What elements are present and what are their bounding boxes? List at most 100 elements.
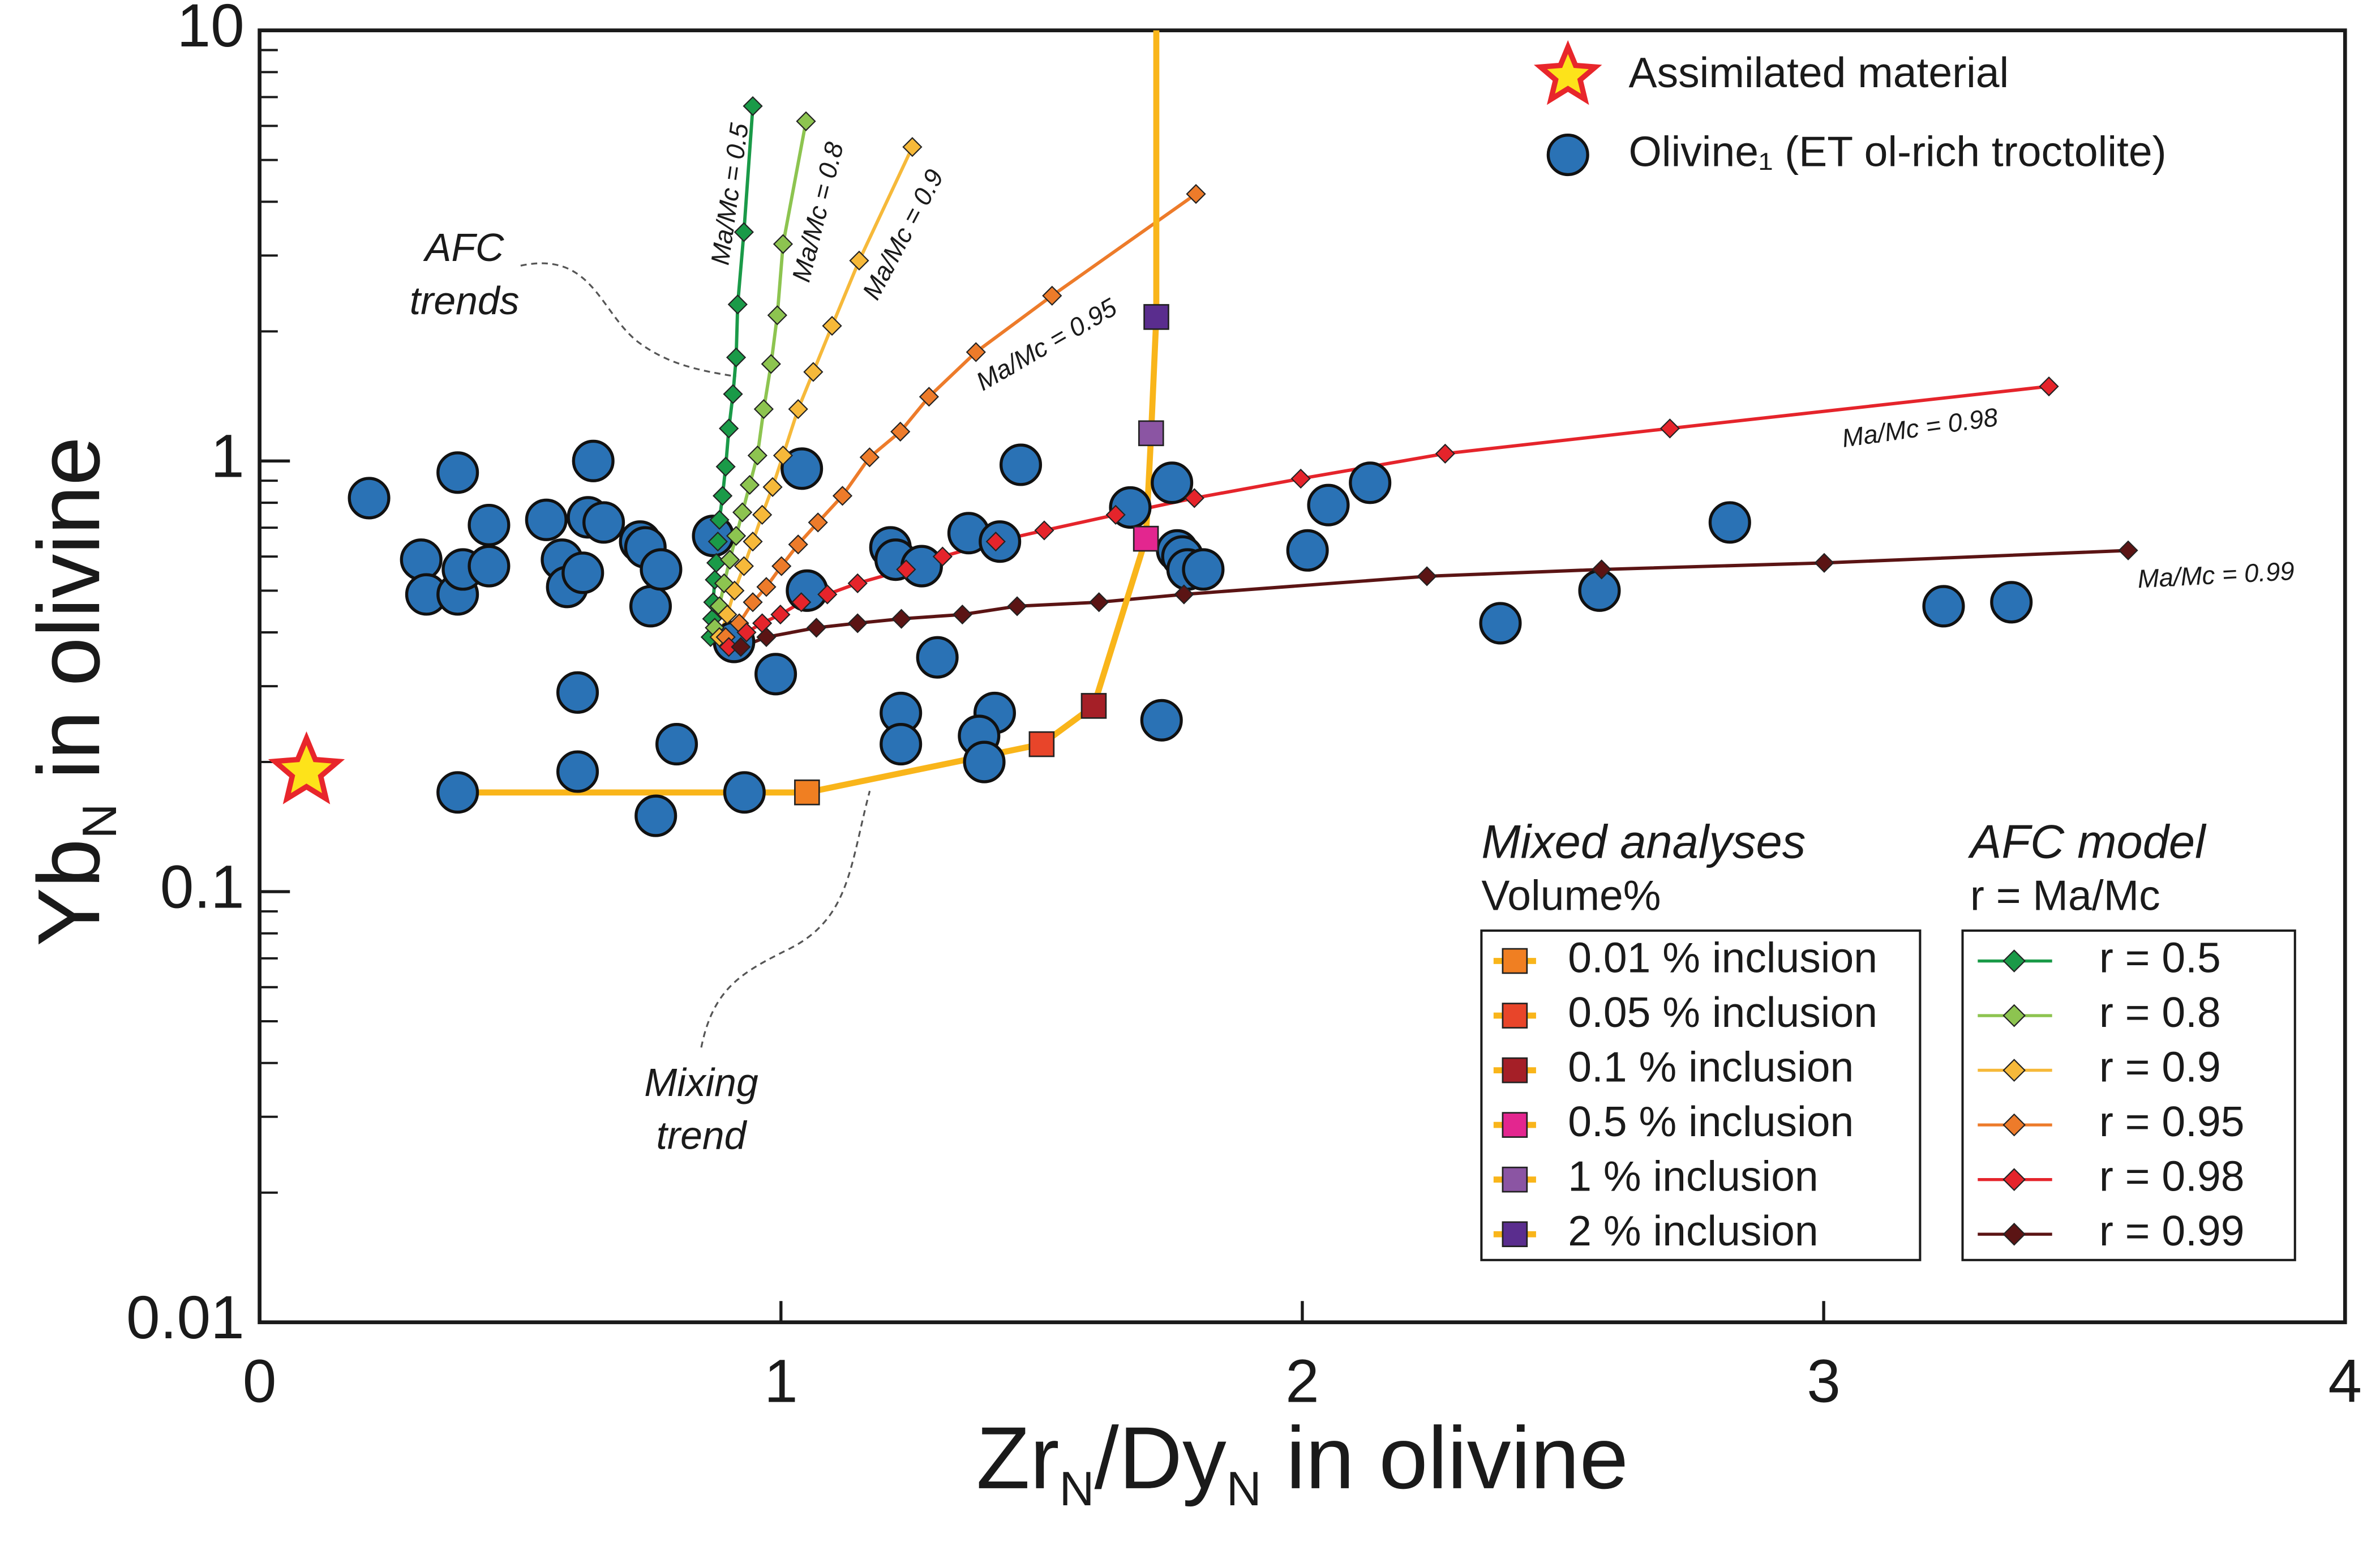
afc-diamond [806, 618, 827, 638]
afc-diamond [859, 447, 880, 468]
label-part: in olivine [1262, 1408, 1628, 1507]
afc-diamond [727, 294, 748, 315]
mixing-legend-box [1480, 929, 1922, 1261]
afc-diamond [726, 526, 747, 546]
legend-label: r = 0.98 [2099, 1152, 2245, 1200]
afc-diamond [902, 137, 923, 157]
afc-diamond [847, 573, 868, 593]
afc-diamond [952, 604, 972, 625]
afc-diamond [731, 637, 751, 657]
afc-diamond [714, 573, 734, 593]
y-tick-label: 0.1 [160, 853, 245, 920]
afc-diamond [734, 556, 754, 576]
legend-square [1502, 1166, 1528, 1193]
olivine-point [781, 447, 824, 490]
annotation: trend [657, 1114, 748, 1158]
afc-diamond [1186, 183, 1206, 204]
mixing-square [1138, 420, 1164, 447]
olivine-point [348, 477, 391, 520]
afc-diamond [747, 445, 767, 466]
y-tick-label: 0.01 [126, 1283, 245, 1351]
legend-label: r = 0.5 [2099, 934, 2221, 981]
olivine-point [400, 538, 443, 581]
curve-label: Ma/Mc = 0.8 [787, 139, 850, 285]
y-axis-label: YbN in olivine [19, 436, 127, 947]
afc-diamond [734, 222, 754, 242]
legend-diamond [2002, 1113, 2026, 1137]
afc-diamond [1290, 468, 1311, 489]
afc-legend-box [1961, 929, 2296, 1261]
olivine-point [525, 498, 568, 541]
olivine-point [1286, 529, 1329, 572]
afc-diamond [985, 532, 1006, 552]
afc-diamond [847, 613, 868, 633]
afc-diamond [1007, 596, 1027, 616]
legend-title: AFC model [1967, 816, 2207, 868]
afc-diamond [1034, 520, 1054, 541]
annotation: AFC [423, 225, 504, 269]
afc-diamond [726, 347, 747, 367]
afc-diamond [932, 546, 953, 567]
legend-diamond [2002, 949, 2026, 973]
annotation: Mixing [644, 1060, 758, 1104]
legend-title: Mixed analyses [1481, 816, 1806, 868]
olivine-point [754, 653, 797, 696]
legend-circle [1546, 133, 1589, 177]
afc-diamond [919, 387, 940, 407]
afc-diamond [1184, 488, 1204, 508]
assimilated-star [268, 731, 345, 804]
olivine-point [916, 636, 959, 679]
afc-diamond [773, 445, 794, 466]
legend-subtitle: Volume% [1481, 871, 1661, 919]
olivine-point [556, 750, 599, 793]
legend-diamond [2002, 1004, 2026, 1027]
mixing-square [1080, 693, 1107, 719]
legend-label: 0.1 % inclusion [1568, 1043, 1854, 1090]
afc-diamond [1174, 584, 1194, 605]
olivine-point [1708, 501, 1751, 544]
olivine-point [1151, 461, 1194, 504]
afc-leader [520, 262, 736, 378]
label-part: /Dy [1095, 1408, 1227, 1507]
afc-diamond [1042, 285, 1062, 306]
x-tick-label: 3 [1807, 1347, 1841, 1415]
olivine-point [1922, 585, 1965, 628]
afc-diamond [761, 354, 781, 374]
y-tick-label: 10 [177, 0, 245, 59]
curve-label: Ma/Mc = 0.98 [1840, 403, 2000, 453]
legend-square [1502, 1003, 1528, 1029]
olivine-point [1349, 461, 1392, 504]
olivine-point [880, 723, 923, 766]
x-tick-label: 0 [243, 1347, 277, 1415]
legend-label: 0.01 % inclusion [1568, 934, 1877, 981]
mixing-leader [700, 790, 871, 1048]
afc-diamond [715, 456, 736, 477]
afc-diamond [739, 474, 760, 495]
afc-diamond [732, 502, 753, 523]
y-tick-label: 1 [211, 422, 245, 490]
legend-label: Assimilated material [1629, 49, 2009, 96]
x-axis-label: ZrN/DyN in olivine [976, 1408, 1628, 1516]
label-subscript: N [1227, 1461, 1262, 1515]
legend-star [1533, 40, 1602, 105]
afc-diamond [709, 509, 730, 530]
curve-label: Ma/Mc = 0.95 [971, 293, 1122, 396]
legend-diamond [2002, 1059, 2026, 1082]
legend-diamond [2002, 1222, 2026, 1246]
x-tick-label: 2 [1285, 1347, 1319, 1415]
afc-diamond [723, 384, 743, 404]
olivine-point [572, 439, 615, 482]
afc-diamond [771, 556, 792, 576]
afc-diamond [2118, 540, 2138, 560]
afc-diamond [756, 627, 777, 648]
afc-diamond [832, 486, 853, 506]
afc-diamond [743, 96, 763, 117]
legend-label: r = 0.8 [2099, 988, 2221, 1036]
afc-diamond [791, 592, 812, 613]
curve-label: Ma/Mc = 0.99 [2137, 556, 2295, 593]
afc-diamond [753, 399, 774, 419]
afc-diamond [1105, 504, 1126, 525]
label-subscript: N [1060, 1461, 1095, 1515]
mixing-square [1028, 731, 1055, 757]
